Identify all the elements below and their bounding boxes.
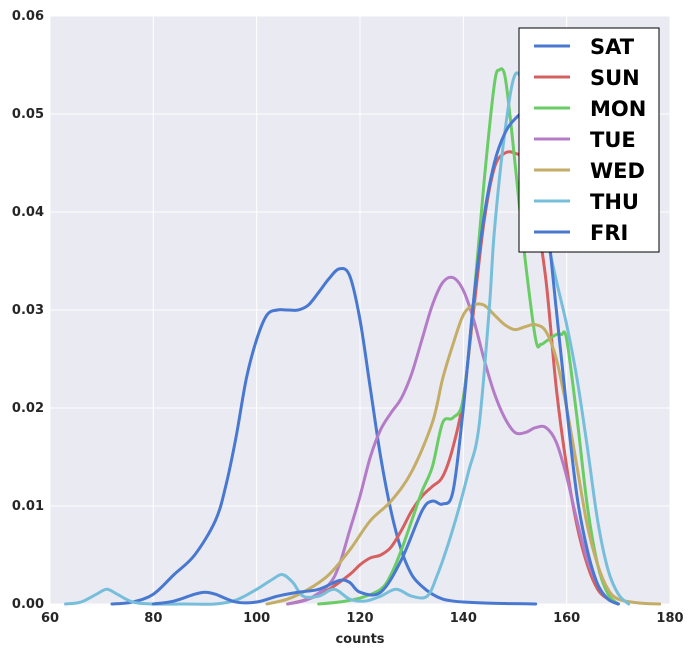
x-axis-label: counts [335,632,384,647]
series-line-mon [317,67,620,606]
series-line-thu [64,71,631,606]
y-tick-label: 0.05 [12,107,44,122]
legend-label-fri: FRI [590,221,628,245]
legend-label-sun: SUN [590,66,640,90]
legend-label-wed: WED [590,159,645,183]
y-tick-label: 0.03 [12,303,44,318]
x-tick-label: 160 [553,611,580,626]
legend-label-thu: THU [590,190,639,214]
series-line-tue [286,275,620,606]
tick-labels: 60 80 100 120 140 160 180 0.00 0.01 0.02 0.03 0.04 0… [12,9,684,626]
x-tick-label: 180 [656,611,683,626]
series-line-sat [110,267,538,606]
series-lines [64,67,662,606]
y-tick-label: 0.04 [12,205,44,220]
y-tick-label: 0.02 [12,401,44,416]
legend-label-mon: MON [590,97,646,121]
y-tick-label: 0.06 [12,9,44,24]
y-tick-label: 0.00 [12,597,44,612]
x-tick-label: 100 [243,611,270,626]
series-line-wed [265,302,662,606]
series-line-fri [151,111,620,606]
x-tick-label: 80 [144,611,162,626]
x-tick-label: 140 [450,611,477,626]
x-tick-label: 60 [41,611,59,626]
legend-label-tue: TUE [590,128,636,152]
legend-label-sat: SAT [590,35,635,59]
x-tick-label: 120 [346,611,373,626]
y-tick-label: 0.01 [12,499,44,514]
legend: SAT SUN MON TUE WED THU FRI [518,27,660,253]
